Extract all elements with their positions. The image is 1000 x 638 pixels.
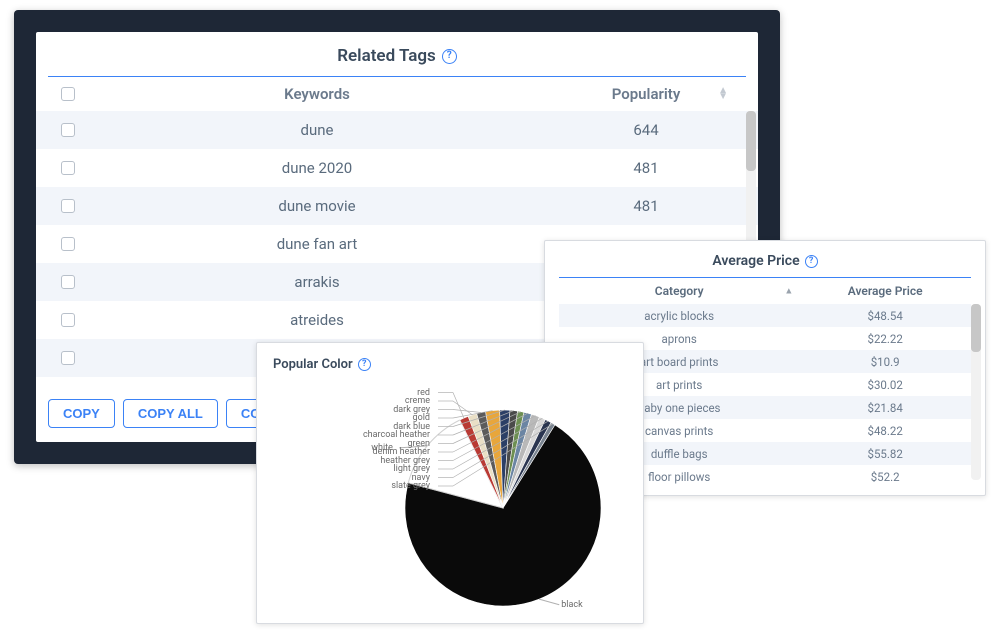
keyword-cell: atreides xyxy=(88,311,546,329)
header-checkbox-col xyxy=(48,87,88,101)
row-checkbox-cell xyxy=(48,123,88,137)
row-checkbox[interactable] xyxy=(61,275,75,289)
price-table-header: Category ▲ Average Price xyxy=(559,278,971,304)
row-checkbox[interactable] xyxy=(61,161,75,175)
row-checkbox[interactable] xyxy=(61,313,75,327)
header-category-label: Category xyxy=(655,284,704,298)
pie-label: dark blue xyxy=(393,422,430,432)
table-row: dune644 xyxy=(36,111,758,149)
scrollbar-track xyxy=(971,304,981,480)
help-icon[interactable]: ? xyxy=(442,49,457,64)
sort-icon: ▲▼ xyxy=(718,88,728,100)
price-cell: $52.2 xyxy=(799,470,971,484)
popularity-cell: 644 xyxy=(546,121,746,139)
help-icon[interactable]: ? xyxy=(805,255,818,268)
table-row: dune movie481 xyxy=(36,187,758,225)
average-price-title: Average Price ? xyxy=(559,253,971,277)
title-text: Related Tags xyxy=(337,46,436,66)
tags-table-header: Keywords Popularity ▲▼ xyxy=(36,77,758,111)
pie-label: gold xyxy=(413,413,430,423)
keyword-cell: arrakis xyxy=(88,273,546,291)
related-tags-title: Related Tags ? xyxy=(36,32,758,76)
pie-svg xyxy=(273,378,633,608)
keyword-cell: dune movie xyxy=(88,197,546,215)
table-row: dune 2020481 xyxy=(36,149,758,187)
pie-label: heather grey xyxy=(380,456,430,466)
header-popularity[interactable]: Popularity ▲▼ xyxy=(546,85,746,103)
pie-label: charcoal heather xyxy=(363,430,430,440)
pie-label: black xyxy=(561,600,582,610)
category-cell: acrylic blocks xyxy=(559,309,799,323)
popular-color-title: Popular Color ? xyxy=(273,357,627,378)
row-checkbox-cell xyxy=(48,237,88,251)
keyword-cell: dune 2020 xyxy=(88,159,546,177)
price-cell: $30.02 xyxy=(799,378,971,392)
popularity-cell: 481 xyxy=(546,197,746,215)
price-cell: $55.82 xyxy=(799,447,971,461)
select-all-checkbox[interactable] xyxy=(61,87,75,101)
price-cell: $48.54 xyxy=(799,309,971,323)
row-checkbox-cell xyxy=(48,351,88,365)
row-checkbox-cell xyxy=(48,199,88,213)
row-checkbox-cell xyxy=(48,313,88,327)
table-row: acrylic blocks$48.54 xyxy=(559,304,971,327)
scrollbar-thumb[interactable] xyxy=(746,111,756,171)
row-checkbox[interactable] xyxy=(61,237,75,251)
pie-label: creme xyxy=(405,396,430,406)
pie-label: light grey xyxy=(393,464,430,474)
price-cell: $10.9 xyxy=(799,355,971,369)
header-price[interactable]: Average Price xyxy=(799,284,971,298)
scrollbar-thumb[interactable] xyxy=(971,304,981,352)
popular-color-panel: Popular Color ? blackwhiteslate greynavy… xyxy=(256,342,644,624)
keyword-cell: dune xyxy=(88,121,546,139)
keyword-cell: dune fan art xyxy=(88,235,546,253)
copy-all-button[interactable]: COPY ALL xyxy=(123,399,218,428)
header-keywords[interactable]: Keywords xyxy=(88,85,546,103)
price-cell: $48.22 xyxy=(799,424,971,438)
row-checkbox[interactable] xyxy=(61,123,75,137)
help-icon[interactable]: ? xyxy=(358,358,371,371)
copy-button[interactable]: COPY xyxy=(48,399,115,428)
header-popularity-label: Popularity xyxy=(612,85,681,103)
pie-label: navy xyxy=(412,473,430,483)
row-checkbox-cell xyxy=(48,275,88,289)
price-cell: $21.84 xyxy=(799,401,971,415)
popularity-cell: 481 xyxy=(546,159,746,177)
sort-asc-icon: ▲ xyxy=(784,286,793,297)
pie-chart: blackwhiteslate greynavylight greyheathe… xyxy=(273,378,627,608)
header-category[interactable]: Category ▲ xyxy=(559,284,799,298)
pie-label: denim heather xyxy=(373,447,430,457)
pie-label: red xyxy=(417,388,430,398)
price-cell: $22.22 xyxy=(799,332,971,346)
row-checkbox[interactable] xyxy=(61,199,75,213)
title-text: Average Price xyxy=(712,253,799,269)
row-checkbox[interactable] xyxy=(61,351,75,365)
pie-label: green xyxy=(407,439,430,449)
pie-label: dark grey xyxy=(393,405,430,415)
title-text: Popular Color xyxy=(273,357,353,372)
row-checkbox-cell xyxy=(48,161,88,175)
pie-label: slate grey xyxy=(391,481,430,491)
